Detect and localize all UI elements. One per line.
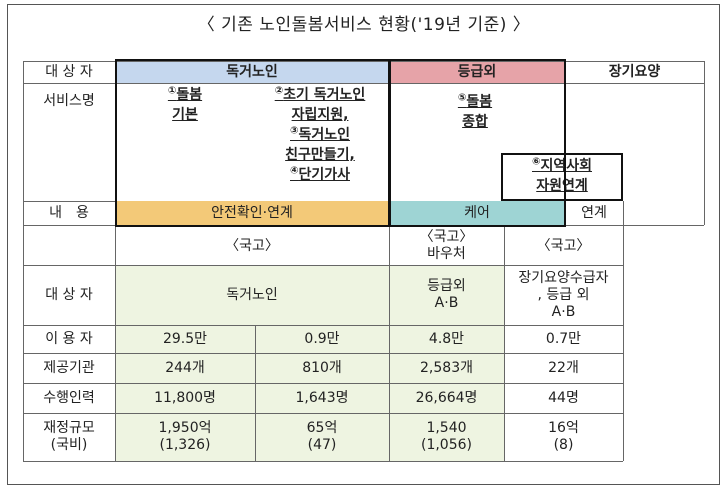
grid-line	[23, 83, 704, 84]
row-target-ltc-line2: , 등급 외	[537, 286, 590, 303]
service-basic-care-line1: 돌봄	[176, 87, 203, 103]
row-providers-label: 제공기관	[43, 359, 95, 376]
row-budget-value: 65억	[306, 420, 338, 436]
row-budget-cell: 1,950억 (1,326)	[115, 413, 255, 461]
service-community: ⑥지역사회 자원연계	[503, 156, 621, 196]
row-staff-cell: 44명	[548, 389, 579, 406]
row-users-cell: 0.9만	[304, 330, 340, 347]
service-s5-num: ⑤	[457, 92, 467, 104]
row-target-alone: 독거노인	[226, 286, 278, 303]
grid-line	[23, 61, 704, 62]
grid-line	[115, 61, 116, 461]
row-target-grade-line1: 등급외	[427, 278, 466, 294]
row-budget-value: 1,950억	[158, 420, 212, 436]
service-s4-num: ④	[290, 165, 299, 177]
service-basic-care-line2: 기본	[172, 107, 198, 123]
row-budget-subvalue: (47)	[307, 437, 337, 453]
service-s6-line2: 자원연계	[536, 178, 588, 194]
header-non-grade-label: 등급외	[457, 63, 497, 80]
grid-line	[623, 201, 624, 461]
row-budget-label: 재정규모 (국비)	[23, 413, 115, 461]
service-s3-line2: 친구만들기,	[285, 147, 355, 163]
green-fill	[115, 265, 504, 461]
grid-line	[115, 265, 623, 266]
grid-line	[23, 265, 115, 266]
service-s5-line2: 종합	[462, 114, 488, 130]
header-ltc: 장기요양	[608, 63, 661, 80]
content-care: 케어	[389, 201, 565, 225]
grid-line	[23, 325, 623, 326]
header-alone: 독거노인	[115, 61, 389, 83]
row-users-cell: 0.7만	[545, 330, 582, 347]
service-s6-num: ⑥	[532, 156, 541, 168]
grid-line	[23, 461, 623, 462]
row-budget-label-line1: 재정규모	[43, 420, 95, 436]
grid-line	[504, 227, 505, 461]
row-providers-cell: 810개	[302, 359, 342, 376]
row-budget-value: 16억	[548, 420, 579, 436]
page-title: 〈 기존 노인돌봄서비스 현황('19년 기준) 〉	[197, 15, 531, 35]
funding-voucher-line2: 바우처	[427, 246, 466, 262]
service-basic-care: ①돌봄 기본	[150, 85, 220, 125]
service-community-box	[501, 153, 623, 201]
funding-alone: 〈국고〉	[225, 237, 279, 254]
row-staff-cell: 26,664명	[415, 389, 478, 406]
service-s2-num: ②	[274, 85, 284, 97]
grid-line	[389, 201, 390, 461]
grid-line	[704, 61, 705, 225]
row-target-ltc-line1: 장기요양수급자	[518, 269, 609, 286]
service-s4-line1: 단기가사	[298, 167, 350, 183]
row-users-cell: 29.5만	[162, 330, 208, 347]
row-users-cell: 4.8만	[428, 330, 465, 347]
row-providers-cell: 2,583개	[420, 359, 473, 376]
service-comprehensive: ⑤돌봄 종합	[440, 92, 510, 132]
row-target-grade-line2: A·B	[434, 295, 459, 311]
row-users-label: 이 용 자	[45, 330, 93, 347]
row-target-ltc-line3: A·B	[551, 303, 576, 320]
row-budget-cell: 65억 (47)	[255, 413, 389, 461]
row-providers-cell: 244개	[165, 359, 205, 376]
non-grade-group-outline	[388, 59, 566, 227]
row-target-label: 대 상 자	[45, 286, 93, 303]
alone-group-outline	[115, 59, 391, 227]
service-s2-line2: 자립지원,	[291, 107, 349, 123]
content-link: 연계	[581, 204, 607, 221]
row-staff-cell: 11,800명	[154, 389, 216, 406]
header-alone-label: 독거노인	[226, 63, 278, 80]
row-target-grade: 등급외 A·B	[389, 265, 504, 325]
row-budget-subvalue: (1,326)	[159, 437, 211, 453]
service-s3-line1: 독거노인	[298, 127, 350, 143]
service-s3-num: ③	[290, 125, 299, 137]
grid-line	[255, 325, 256, 461]
service-s5-line1: 돌봄	[466, 94, 493, 110]
grid-line	[23, 201, 115, 202]
row-budget-cell: 16억 (8)	[504, 413, 623, 461]
row-budget-value: 1,540	[426, 420, 467, 436]
header-content-label: 내 용	[49, 204, 89, 221]
funding-voucher-line1: 〈국고〉	[419, 229, 474, 245]
funding-ltc: 〈국고〉	[536, 237, 591, 254]
service-s2-line1: 초기 독거노인	[283, 87, 366, 103]
row-staff-cell: 1,643명	[295, 389, 349, 406]
figure-frame	[7, 4, 720, 485]
grid-line	[23, 413, 623, 414]
row-budget-cell: 1,540 (1,056)	[389, 413, 504, 461]
funding-voucher: 〈국고〉 바우처	[389, 227, 504, 265]
service-basic-care-num: ①	[167, 85, 177, 97]
row-providers-cell: 22개	[548, 359, 579, 376]
header-non-grade: 등급외	[389, 61, 565, 83]
row-target-ltc: 장기요양수급자 , 등급 외 A·B	[504, 265, 623, 325]
row-budget-subvalue: (8)	[553, 437, 574, 453]
service-combined: ②초기 독거노인 자립지원, ③독거노인 친구만들기, ④단기가사	[260, 85, 380, 185]
row-budget-label-line2: (국비)	[50, 437, 88, 453]
header-service-label: 서비스명	[43, 93, 95, 109]
row-staff-label: 수행인력	[43, 389, 95, 406]
grid-line	[23, 383, 623, 384]
content-safety: 안전확인·연계	[115, 201, 389, 225]
header-target-label: 대 상 자	[45, 63, 93, 80]
service-s6-line1: 지역사회	[540, 158, 592, 174]
grid-line	[23, 61, 24, 461]
row-budget-subvalue: (1,056)	[420, 437, 472, 453]
grid-line	[23, 353, 623, 354]
